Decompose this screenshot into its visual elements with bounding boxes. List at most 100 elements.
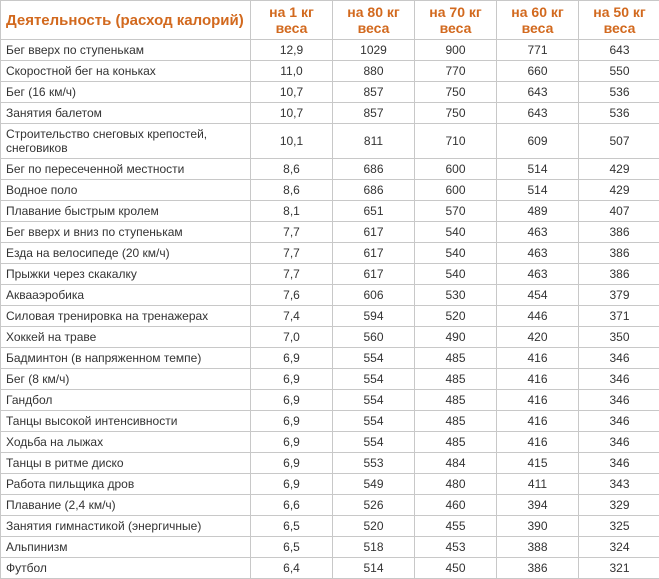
value-cell: 770: [415, 61, 497, 82]
value-cell: 8,1: [251, 201, 333, 222]
value-cell: 489: [497, 201, 579, 222]
value-cell: 6,9: [251, 411, 333, 432]
value-cell: 617: [333, 264, 415, 285]
value-cell: 600: [415, 159, 497, 180]
value-cell: 6,9: [251, 390, 333, 411]
value-cell: 416: [497, 348, 579, 369]
value-cell: 346: [579, 390, 659, 411]
value-cell: 325: [579, 516, 659, 537]
value-cell: 429: [579, 159, 659, 180]
value-cell: 484: [415, 453, 497, 474]
value-cell: 463: [497, 243, 579, 264]
value-cell: 6,6: [251, 495, 333, 516]
value-cell: 6,9: [251, 474, 333, 495]
table-row: Аквааэробика7,6606530454379: [1, 285, 659, 306]
value-cell: 8,6: [251, 180, 333, 201]
value-cell: 7,4: [251, 306, 333, 327]
value-cell: 514: [333, 558, 415, 579]
value-cell: 570: [415, 201, 497, 222]
header-row: Деятельность (расход калорий) на 1 кг ве…: [1, 1, 659, 40]
value-cell: 710: [415, 124, 497, 159]
calorie-table: Деятельность (расход калорий) на 1 кг ве…: [0, 0, 659, 579]
value-cell: 554: [333, 348, 415, 369]
value-cell: 6,4: [251, 558, 333, 579]
value-cell: 407: [579, 201, 659, 222]
table-row: Бег по пересеченной местности8,668660051…: [1, 159, 659, 180]
value-cell: 7,0: [251, 327, 333, 348]
value-cell: 321: [579, 558, 659, 579]
value-cell: 750: [415, 103, 497, 124]
value-cell: 518: [333, 537, 415, 558]
activity-cell: Занятия балетом: [1, 103, 251, 124]
value-cell: 594: [333, 306, 415, 327]
value-cell: 554: [333, 411, 415, 432]
activity-cell: Строительство снеговых крепостей, снегов…: [1, 124, 251, 159]
value-cell: 643: [497, 103, 579, 124]
col-header-80kg: на 80 кг веса: [333, 1, 415, 40]
value-cell: 11,0: [251, 61, 333, 82]
value-cell: 480: [415, 474, 497, 495]
table-row: Бег (8 км/ч)6,9554485416346: [1, 369, 659, 390]
value-cell: 379: [579, 285, 659, 306]
activity-cell: Бег вверх по ступенькам: [1, 40, 251, 61]
value-cell: 460: [415, 495, 497, 516]
value-cell: 7,7: [251, 264, 333, 285]
col-header-1kg: на 1 кг веса: [251, 1, 333, 40]
value-cell: 463: [497, 264, 579, 285]
value-cell: 12,9: [251, 40, 333, 61]
value-cell: 554: [333, 390, 415, 411]
value-cell: 686: [333, 159, 415, 180]
value-cell: 536: [579, 82, 659, 103]
value-cell: 416: [497, 369, 579, 390]
value-cell: 8,6: [251, 159, 333, 180]
value-cell: 10,7: [251, 82, 333, 103]
col-header-70kg: на 70 кг веса: [415, 1, 497, 40]
value-cell: 651: [333, 201, 415, 222]
table-row: Плавание (2,4 км/ч)6,6526460394329: [1, 495, 659, 516]
activity-cell: Аквааэробика: [1, 285, 251, 306]
activity-cell: Плавание быстрым кролем: [1, 201, 251, 222]
table-row: Плавание быстрым кролем8,1651570489407: [1, 201, 659, 222]
value-cell: 857: [333, 82, 415, 103]
value-cell: 346: [579, 453, 659, 474]
value-cell: 609: [497, 124, 579, 159]
value-cell: 6,5: [251, 537, 333, 558]
value-cell: 660: [497, 61, 579, 82]
table-body: Бег вверх по ступенькам12,91029900771643…: [1, 40, 659, 579]
value-cell: 10,1: [251, 124, 333, 159]
value-cell: 485: [415, 411, 497, 432]
value-cell: 454: [497, 285, 579, 306]
value-cell: 324: [579, 537, 659, 558]
table-row: Гандбол6,9554485416346: [1, 390, 659, 411]
activity-cell: Скоростной бег на коньках: [1, 61, 251, 82]
value-cell: 346: [579, 369, 659, 390]
col-header-50kg: на 50 кг веса: [579, 1, 659, 40]
value-cell: 420: [497, 327, 579, 348]
value-cell: 394: [497, 495, 579, 516]
value-cell: 10,7: [251, 103, 333, 124]
table-row: Работа пильщика дров6,9549480411343: [1, 474, 659, 495]
value-cell: 549: [333, 474, 415, 495]
value-cell: 7,7: [251, 243, 333, 264]
table-row: Танцы высокой интенсивности6,95544854163…: [1, 411, 659, 432]
value-cell: 7,7: [251, 222, 333, 243]
activity-cell: Бег (8 км/ч): [1, 369, 251, 390]
value-cell: 540: [415, 243, 497, 264]
table-row: Хоккей на траве7,0560490420350: [1, 327, 659, 348]
value-cell: 600: [415, 180, 497, 201]
value-cell: 416: [497, 390, 579, 411]
value-cell: 771: [497, 40, 579, 61]
value-cell: 540: [415, 264, 497, 285]
value-cell: 857: [333, 103, 415, 124]
activity-cell: Танцы высокой интенсивности: [1, 411, 251, 432]
value-cell: 463: [497, 222, 579, 243]
table-row: Бадминтон (в напряженном темпе)6,9554485…: [1, 348, 659, 369]
value-cell: 7,6: [251, 285, 333, 306]
activity-cell: Гандбол: [1, 390, 251, 411]
table-row: Скоростной бег на коньках11,088077066055…: [1, 61, 659, 82]
table-row: Занятия балетом10,7857750643536: [1, 103, 659, 124]
value-cell: 643: [497, 82, 579, 103]
value-cell: 346: [579, 411, 659, 432]
value-cell: 536: [579, 103, 659, 124]
table-row: Езда на велосипеде (20 км/ч)7,7617540463…: [1, 243, 659, 264]
